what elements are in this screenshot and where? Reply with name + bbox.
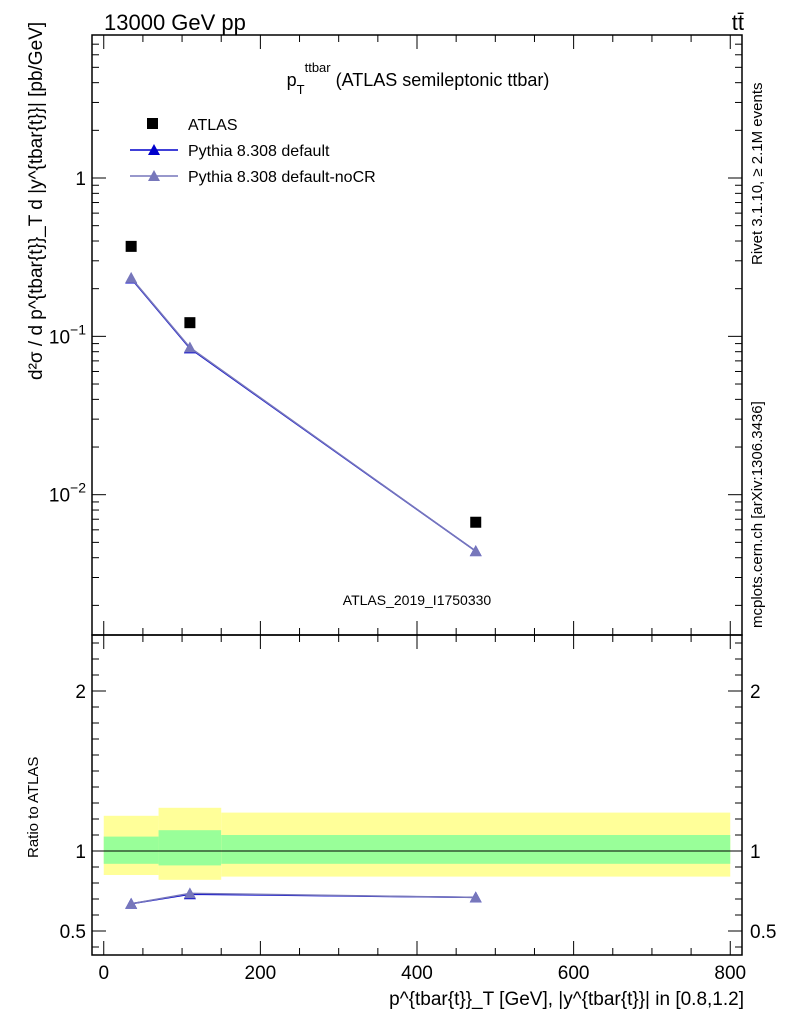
main-y-tick-label: 10−2 <box>49 480 86 507</box>
ratio-panel: 0.5 0.5 1 1 2 2 0 200 400 600 800 Ratio to ATLAS p… <box>25 634 777 1010</box>
title-sup: ttbar <box>305 60 332 75</box>
ratio-series <box>125 887 482 909</box>
main-series <box>125 240 482 557</box>
ratio-y-tick-label-left: 1 <box>75 842 86 863</box>
legend-marker-pythia-default <box>148 144 160 155</box>
ratio-plot-frame <box>91 634 743 956</box>
atlas-data-point <box>184 317 196 329</box>
header-left-label: 13000 GeV pp <box>104 10 246 35</box>
legend-label-atlas: ATLAS <box>188 117 238 134</box>
header-right-label: tt̄ <box>732 10 744 35</box>
ratio-inner-band <box>103 836 159 864</box>
legend-label-pythia-nocr: Pythia 8.308 default-noCR <box>188 169 376 186</box>
main-y-axis-label: d²σ / d p^{tbar{t}}_T d |y^{tbar{t}}| [p… <box>26 22 47 380</box>
title-rest: (ATLAS semileptonic ttbar) <box>331 70 550 90</box>
ratio-y-tick-label-right: 0.5 <box>750 922 776 943</box>
analysis-watermark: ATLAS_2019_I1750330 <box>343 592 492 608</box>
ratio-pythia-nocr-line <box>131 892 476 905</box>
ratio-pythia-nocr-point <box>469 891 482 903</box>
x-tick-label: 800 <box>714 963 746 984</box>
legend-label-pythia-default: Pythia 8.308 default <box>188 143 330 160</box>
ratio-y-tick-label-right: 2 <box>750 682 761 703</box>
pythia-nocr-point <box>469 545 482 557</box>
ratio-y-axis-label: Ratio to ATLAS <box>25 757 42 858</box>
main-y-tick-label: 1 <box>75 169 86 190</box>
ratio-pythia-nocr-point <box>183 887 196 899</box>
ratio-inner-band <box>221 835 731 864</box>
ratio-axis-ticks <box>92 635 742 955</box>
x-tick-label: 0 <box>98 963 109 984</box>
ratio-y-tick-label-left: 0.5 <box>60 922 86 943</box>
x-axis-label: p^{tbar{t}}_T [GeV], |y^{tbar{t}}| in [0… <box>389 989 744 1010</box>
legend-marker-atlas <box>147 118 158 129</box>
ratio-pythia-nocr-point <box>125 897 138 909</box>
main-axis-ticks <box>92 34 742 635</box>
title-main: p <box>287 70 297 90</box>
atlas-data-point <box>470 516 482 528</box>
pythia-nocr-point <box>125 271 138 283</box>
legend: ATLAS Pythia 8.308 default Pythia 8.308 … <box>130 117 376 186</box>
main-panel: 1 10−1 10−2 pTttbar (ATLAS semileptonic tt… <box>26 22 743 636</box>
rivet-version-label: Rivet 3.1.10, ≥ 2.1M events <box>749 83 766 266</box>
ratio-bands <box>103 807 731 880</box>
plot-title: pTttbar (ATLAS semileptonic ttbar) <box>287 60 550 97</box>
x-tick-label: 400 <box>401 963 433 984</box>
ratio-inner-band <box>158 830 222 866</box>
atlas-data-point <box>125 240 137 252</box>
ratio-tick-labels: 0.5 0.5 1 1 2 2 0 200 400 600 800 <box>60 682 777 984</box>
ratio-y-tick-label-left: 2 <box>75 682 86 703</box>
x-tick-label: 200 <box>245 963 277 984</box>
pythia-nocr-point <box>183 341 196 353</box>
title-sub: T <box>297 82 305 97</box>
ratio-y-tick-label-right: 1 <box>750 842 761 863</box>
pythia-nocr-line <box>130 277 477 552</box>
mcplots-label: mcplots.cern.ch [arXiv:1306.3436] <box>749 401 766 628</box>
main-y-tick-label: 10−1 <box>49 321 86 348</box>
x-tick-label: 600 <box>558 963 590 984</box>
pythia-default-line <box>130 277 477 552</box>
main-y-tick-labels: 1 10−1 10−2 <box>49 169 86 507</box>
legend-marker-pythia-nocr <box>148 170 160 181</box>
